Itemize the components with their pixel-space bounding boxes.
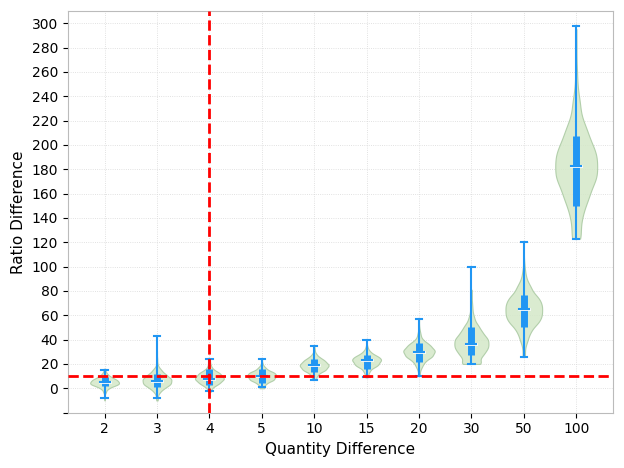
Y-axis label: Ratio Difference: Ratio Difference (11, 150, 26, 274)
X-axis label: Quantity Difference: Quantity Difference (265, 442, 416, 457)
